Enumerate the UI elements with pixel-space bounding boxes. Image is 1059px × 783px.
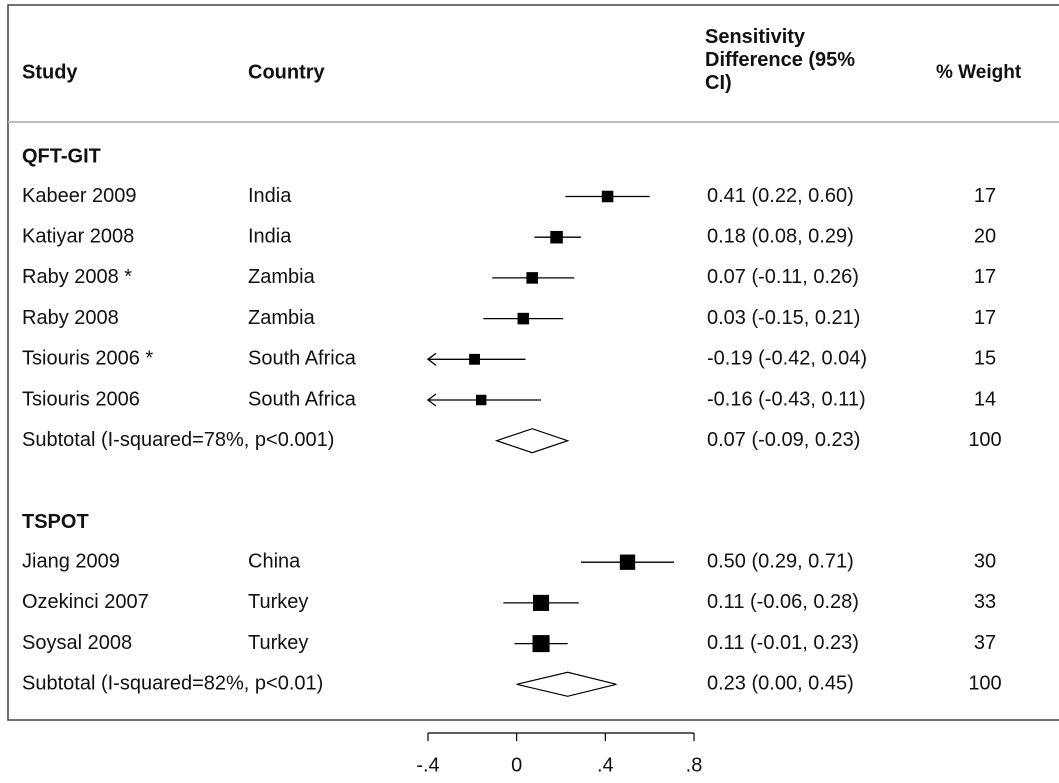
frame [7,4,1059,721]
country: South Africa [248,388,357,410]
study-name: Raby 2008 * [22,266,132,288]
effect-label: 0.50 (0.29, 0.71) [707,550,854,572]
x-tick-label: .4 [597,754,614,776]
point-estimate [601,190,614,203]
header-weight: % Weight [936,62,1022,83]
country: Zambia [248,266,316,288]
subtotal-label: Subtotal (I-squared=78%, p<0.001) [22,429,334,451]
x-tick-label: .8 [686,754,703,776]
effect-label: 0.07 (-0.11, 0.26) [707,266,859,288]
study-name: Jiang 2009 [22,550,120,572]
weight-label: 17 [974,185,996,207]
study-name: Soysal 2008 [22,632,132,654]
point-estimate [475,394,487,406]
x-tick-label: -.4 [416,754,439,776]
country: China [248,550,301,572]
country: Turkey [248,591,308,613]
point-estimate [532,635,550,653]
study-name: Raby 2008 [22,307,119,329]
study-name: Kabeer 2009 [22,185,137,207]
weight-label: 100 [968,429,1001,451]
study-name: Tsiouris 2006 * [22,348,153,370]
point-estimate [526,272,538,284]
country: South Africa [248,348,357,370]
header-effect-box: Sensitivity Difference (95% CI) [705,26,856,94]
weight-label: 15 [974,348,996,370]
effect-label: -0.19 (-0.42, 0.04) [707,348,867,370]
subtotal-label: Subtotal (I-squared=82%, p<0.01) [22,673,323,695]
point-estimate [619,554,636,570]
effect-label: 0.03 (-0.15, 0.21) [707,307,860,329]
weight-label: 17 [974,307,996,329]
subtotal-diamond [494,428,570,454]
effect-label: 0.41 (0.22, 0.60) [707,185,854,207]
header-country: Country [248,61,326,83]
country: Zambia [248,307,316,329]
weight-label: 33 [974,591,996,613]
effect-label: 0.11 (-0.01, 0.23) [707,632,859,654]
header-study: Study [22,61,78,83]
effect-label: 0.23 (0.00, 0.45) [707,673,854,695]
clip-arrow [426,352,437,366]
study-name: Tsiouris 2006 [22,388,140,410]
weight-label: 30 [974,550,996,572]
group-title: QFT-GIT [22,145,101,167]
weight-label: 17 [974,266,996,288]
point-estimate [517,312,530,325]
weight-label: 100 [968,673,1001,695]
clip-arrow [426,393,437,407]
effect-label: 0.18 (0.08, 0.29) [707,225,854,247]
weight-label: 14 [974,388,996,410]
country: Turkey [248,632,308,654]
weight-label: 20 [974,225,996,247]
weight-label: 37 [974,632,996,654]
effect-label: 0.11 (-0.06, 0.28) [707,591,859,613]
group-title: TSPOT [22,511,89,533]
header-effect: Sensitivity Difference (95% CI) [705,26,856,94]
country: India [248,225,292,247]
point-estimate [533,594,550,611]
effect-label: -0.16 (-0.43, 0.11) [707,388,866,410]
country: India [248,185,292,207]
subtotal-diamond [516,671,617,697]
study-name: Katiyar 2008 [22,225,134,247]
study-name: Ozekinci 2007 [22,591,149,613]
x-tick-label: 0 [511,754,522,776]
effect-label: 0.07 (-0.09, 0.23) [707,429,860,451]
point-estimate [469,353,480,365]
point-estimate [550,230,563,244]
